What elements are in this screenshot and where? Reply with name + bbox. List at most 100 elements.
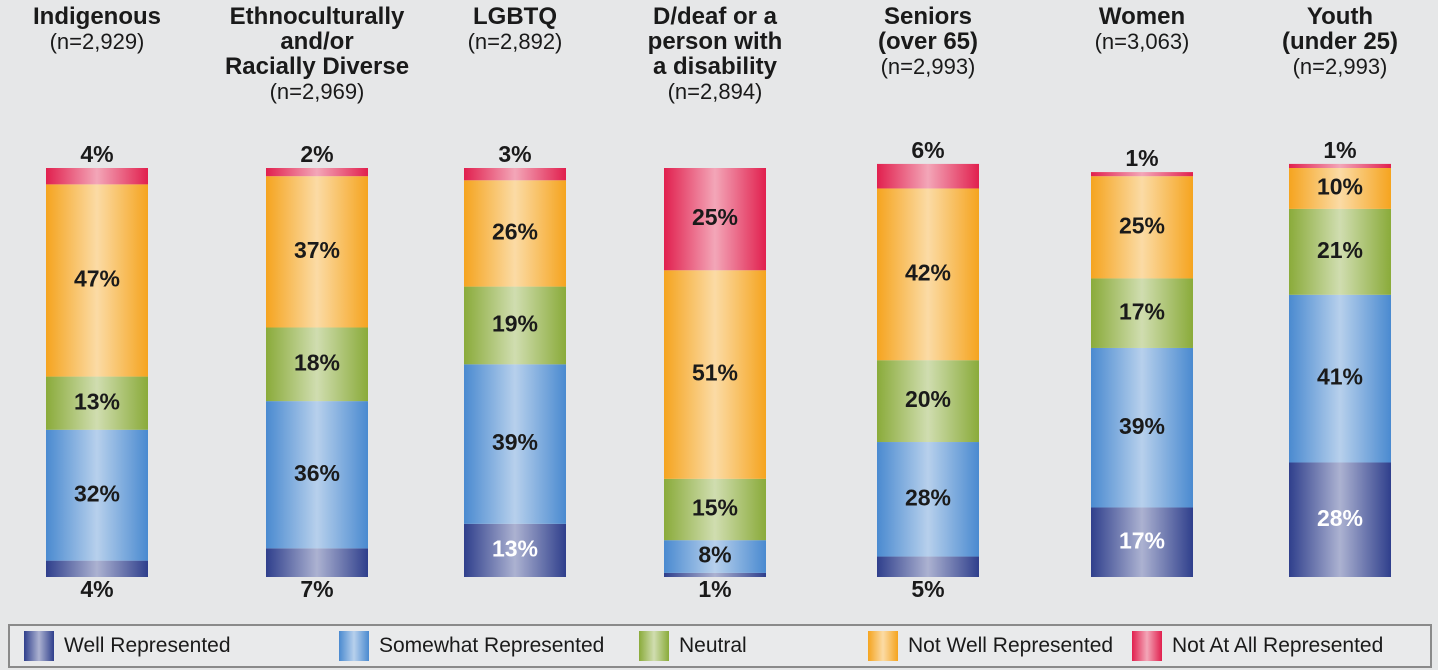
value-label: 25%	[692, 204, 738, 230]
value-label: 39%	[492, 429, 538, 455]
value-label: 13%	[74, 388, 120, 414]
value-label: 1%	[1125, 145, 1158, 171]
value-label: 7%	[300, 576, 333, 602]
bar-segment	[464, 523, 566, 577]
category-label: D/deaf or a person with a disability	[647, 3, 783, 80]
legend: Well Represented Somewhat Represented Neut…	[8, 624, 1432, 668]
sample-size: (n=2,993)	[880, 54, 976, 79]
bar-segment	[46, 429, 148, 561]
bar-segment	[877, 556, 979, 577]
bar-segment	[464, 286, 566, 365]
category-header: Indigenous (n=2,929)	[0, 4, 207, 54]
sample-size: (n=3,063)	[1094, 29, 1190, 54]
legend-item: Somewhat Represented	[339, 631, 604, 661]
value-label: 36%	[294, 460, 340, 486]
value-label: 37%	[294, 237, 340, 263]
legend-item: Neutral	[639, 631, 747, 661]
bar-segment	[877, 163, 979, 189]
value-label: 47%	[74, 266, 120, 292]
value-label: 13%	[492, 535, 538, 561]
value-label: 15%	[692, 495, 738, 521]
category-label: Seniors (over 65)	[877, 3, 979, 55]
bar-segment	[877, 360, 979, 443]
bar-segment	[1289, 208, 1391, 295]
value-label: 28%	[1317, 505, 1363, 531]
legend-label: Not At All Represented	[1172, 634, 1384, 657]
category-label: Youth (under 25)	[1281, 3, 1398, 55]
value-label: 1%	[1323, 137, 1356, 163]
value-label: 19%	[492, 311, 538, 337]
legend-swatch	[339, 631, 369, 661]
legend-swatch	[868, 631, 898, 661]
bar-segment	[664, 572, 766, 577]
legend-label: Somewhat Represented	[379, 634, 605, 657]
category-header: Women (n=3,063)	[1032, 4, 1252, 54]
value-label: 5%	[911, 576, 944, 602]
legend-swatch	[24, 631, 54, 661]
bar-segment	[664, 478, 766, 541]
value-label: 21%	[1317, 237, 1363, 263]
bar-segment	[1091, 507, 1193, 577]
bar-segment	[1091, 172, 1193, 177]
legend-swatch	[639, 631, 669, 661]
legend-label: Not Well Represented	[908, 634, 1114, 657]
bar-segment	[877, 188, 979, 361]
value-label: 10%	[1317, 174, 1363, 200]
value-label: 4%	[80, 141, 113, 167]
value-label: 18%	[294, 349, 340, 375]
value-label: 41%	[1317, 364, 1363, 390]
bar-segment	[664, 270, 766, 479]
value-label: 1%	[698, 576, 731, 602]
bar-segment	[1289, 168, 1391, 209]
value-label: 6%	[911, 137, 944, 163]
legend-item: Not At All Represented	[1132, 631, 1383, 661]
category-label: Women	[1098, 3, 1186, 30]
bar-segment	[1289, 462, 1391, 577]
value-label: 42%	[905, 259, 951, 285]
bar-segment	[46, 184, 148, 377]
category-label: Indigenous	[33, 3, 161, 30]
value-label: 20%	[905, 386, 951, 412]
bar-segment	[464, 180, 566, 287]
legend-item: Not Well Represented	[868, 631, 1113, 661]
bar-segment	[266, 401, 368, 549]
category-label: LGBTQ	[473, 3, 557, 30]
bar-segment	[664, 168, 766, 271]
value-label: 26%	[492, 219, 538, 245]
sample-size: (n=2,993)	[1292, 54, 1388, 79]
bar-segment	[1091, 278, 1193, 348]
bar-segment	[877, 442, 979, 557]
sample-size: (n=2,892)	[467, 29, 563, 54]
legend-label: Neutral	[679, 634, 747, 657]
sample-size: (n=2,929)	[49, 29, 145, 54]
bar-segment	[266, 176, 368, 328]
value-label: 25%	[1119, 212, 1165, 238]
value-label: 17%	[1119, 298, 1165, 324]
category-header: Youth (under 25) (n=2,993)	[1230, 4, 1438, 79]
value-label: 32%	[74, 480, 120, 506]
legend-swatch	[1132, 631, 1162, 661]
bar-segment	[46, 376, 148, 430]
value-label: 51%	[692, 360, 738, 386]
category-header: D/deaf or a person with a disability (n=2…	[605, 4, 825, 104]
bar-segment	[46, 560, 148, 577]
category-header: Ethnoculturally and/or Racially Diverse(…	[207, 4, 427, 104]
bar-segment	[266, 548, 368, 577]
value-label: 8%	[698, 542, 731, 568]
bar-segment	[1091, 176, 1193, 279]
bar-segment	[1289, 163, 1391, 168]
category-header: Seniors (over 65) (n=2,993)	[818, 4, 1038, 79]
legend-item: Well Represented	[24, 631, 231, 661]
value-label: 2%	[300, 141, 333, 167]
sample-size: (n=2,894)	[667, 79, 763, 104]
bar-segment	[266, 168, 368, 177]
bar-segment	[464, 364, 566, 524]
value-label: 3%	[498, 141, 531, 167]
legend-label: Well Represented	[64, 634, 231, 657]
bar-segment	[664, 540, 766, 573]
category-header: LGBTQ (n=2,892)	[405, 4, 625, 54]
value-label: 17%	[1119, 527, 1165, 553]
sample-size: (n=2,969)	[269, 79, 365, 104]
value-label: 4%	[80, 576, 113, 602]
